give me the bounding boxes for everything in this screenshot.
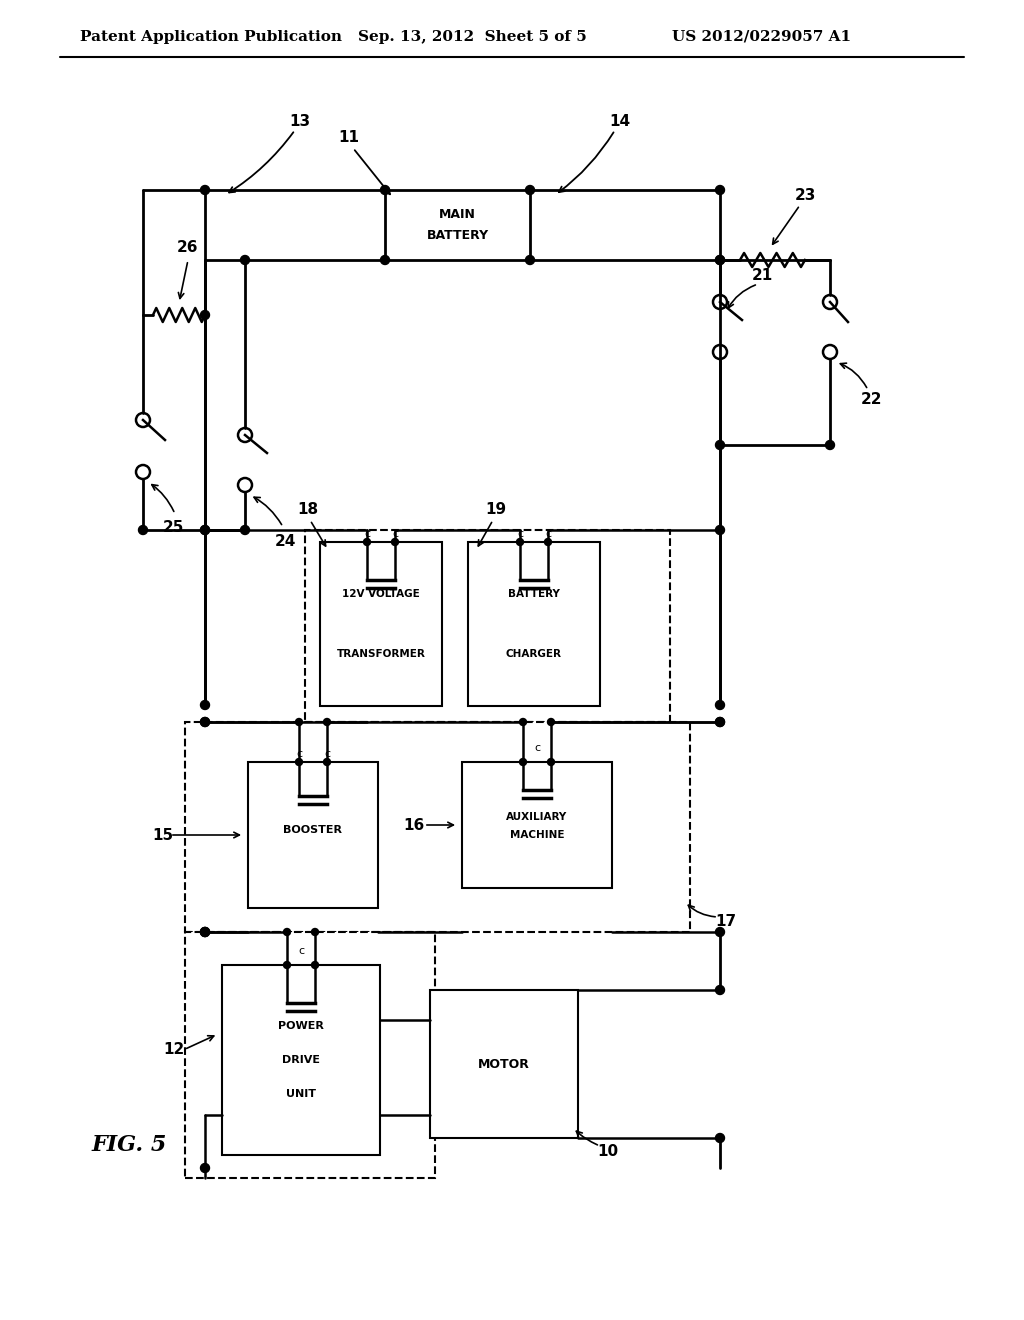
Circle shape <box>201 525 210 535</box>
Circle shape <box>381 186 389 194</box>
Text: FIG. 5: FIG. 5 <box>92 1134 167 1156</box>
Text: 21: 21 <box>752 268 773 284</box>
Circle shape <box>241 256 250 264</box>
Circle shape <box>716 256 725 264</box>
Circle shape <box>519 718 526 726</box>
Circle shape <box>311 961 318 969</box>
Text: c: c <box>534 743 540 752</box>
Text: 22: 22 <box>861 392 883 408</box>
Circle shape <box>201 310 210 319</box>
Circle shape <box>201 928 210 936</box>
Circle shape <box>716 701 725 710</box>
Circle shape <box>516 539 523 545</box>
Text: c: c <box>392 529 398 539</box>
Circle shape <box>825 441 835 450</box>
Bar <box>185 932 435 1177</box>
Circle shape <box>716 1134 725 1143</box>
Circle shape <box>324 759 331 766</box>
Text: 18: 18 <box>297 503 318 517</box>
Text: c: c <box>324 748 330 759</box>
Circle shape <box>296 759 302 766</box>
Text: DRIVE: DRIVE <box>282 1055 319 1065</box>
Text: 15: 15 <box>153 828 173 842</box>
Text: 16: 16 <box>403 817 425 833</box>
Text: 23: 23 <box>795 187 816 202</box>
Circle shape <box>519 759 526 766</box>
Text: 26: 26 <box>177 240 199 256</box>
Circle shape <box>201 718 210 726</box>
Text: c: c <box>517 529 523 539</box>
Bar <box>305 531 670 722</box>
Text: BATTERY: BATTERY <box>508 590 560 599</box>
Text: UNIT: UNIT <box>286 1089 316 1100</box>
Text: MAIN: MAIN <box>439 209 476 220</box>
Text: POWER: POWER <box>279 1020 324 1031</box>
Circle shape <box>548 718 555 726</box>
Circle shape <box>201 928 210 936</box>
Bar <box>430 990 578 1138</box>
Bar <box>319 543 442 706</box>
Circle shape <box>284 928 291 936</box>
Circle shape <box>545 539 552 545</box>
Text: Patent Application Publication: Patent Application Publication <box>80 30 342 44</box>
Circle shape <box>201 525 210 535</box>
Circle shape <box>201 928 210 936</box>
Circle shape <box>716 256 725 264</box>
Circle shape <box>716 718 725 726</box>
Circle shape <box>311 928 318 936</box>
Circle shape <box>241 525 250 535</box>
Circle shape <box>525 256 535 264</box>
Text: c: c <box>545 529 551 539</box>
Circle shape <box>716 186 725 194</box>
Text: 12V VOLTAGE: 12V VOLTAGE <box>342 590 420 599</box>
Circle shape <box>201 718 210 726</box>
Circle shape <box>525 186 535 194</box>
Text: MACHINE: MACHINE <box>510 830 564 840</box>
Text: 24: 24 <box>274 533 296 549</box>
Circle shape <box>284 961 291 969</box>
Bar <box>222 965 380 1155</box>
Text: 25: 25 <box>163 520 183 536</box>
Circle shape <box>391 539 398 545</box>
Text: c: c <box>296 748 302 759</box>
Text: 10: 10 <box>597 1144 618 1159</box>
Circle shape <box>716 928 725 936</box>
Text: BOOSTER: BOOSTER <box>284 825 342 836</box>
Text: CHARGER: CHARGER <box>506 648 562 659</box>
Bar <box>468 543 600 706</box>
Text: 13: 13 <box>290 115 310 129</box>
Bar <box>385 190 530 260</box>
Text: 12: 12 <box>164 1041 184 1057</box>
Text: Sep. 13, 2012  Sheet 5 of 5: Sep. 13, 2012 Sheet 5 of 5 <box>358 30 587 44</box>
Circle shape <box>138 525 147 535</box>
Circle shape <box>716 441 725 450</box>
Text: 19: 19 <box>485 503 507 517</box>
Text: 17: 17 <box>716 915 736 929</box>
Circle shape <box>716 525 725 535</box>
Circle shape <box>201 186 210 194</box>
Circle shape <box>201 1163 210 1172</box>
Circle shape <box>381 256 389 264</box>
Bar <box>462 762 612 888</box>
Circle shape <box>201 701 210 710</box>
Bar <box>185 722 690 932</box>
Circle shape <box>716 718 725 726</box>
Text: BATTERY: BATTERY <box>426 228 488 242</box>
Circle shape <box>324 718 331 726</box>
Circle shape <box>296 718 302 726</box>
Text: 14: 14 <box>609 115 631 129</box>
Text: MOTOR: MOTOR <box>478 1057 530 1071</box>
Text: TRANSFORMER: TRANSFORMER <box>337 648 425 659</box>
Text: 11: 11 <box>339 131 359 145</box>
Text: c: c <box>364 529 370 539</box>
Text: c: c <box>298 946 304 956</box>
Text: AUXILIARY: AUXILIARY <box>507 812 567 822</box>
Circle shape <box>716 986 725 994</box>
Circle shape <box>548 759 555 766</box>
Bar <box>248 762 378 908</box>
Text: US 2012/0229057 A1: US 2012/0229057 A1 <box>672 30 851 44</box>
Circle shape <box>364 539 371 545</box>
